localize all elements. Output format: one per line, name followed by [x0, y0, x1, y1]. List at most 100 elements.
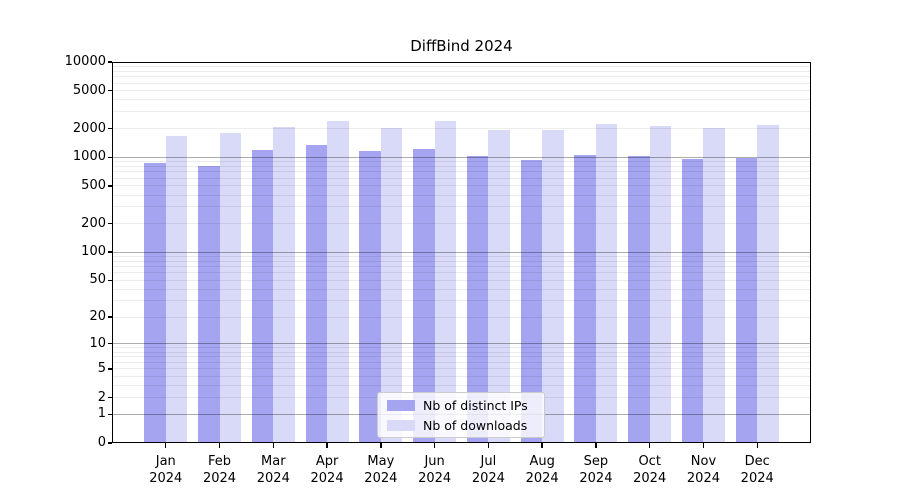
gridline-major [113, 343, 810, 345]
bar-distinct-ips-feb [198, 166, 220, 443]
x-axis-tick [487, 443, 490, 448]
legend-item-distinct-ips: Nb of distinct IPs [386, 397, 536, 413]
bar-downloads-nov [703, 127, 725, 443]
gridline-minor [113, 266, 810, 268]
gridline-minor [113, 260, 810, 262]
gridline-minor [113, 375, 810, 377]
x-axis-label-year: 2024 [471, 470, 505, 486]
gridline-minor [113, 316, 810, 318]
x-axis-label: May 2024 [339, 454, 423, 487]
y-axis-tick-label: 50 [89, 272, 106, 288]
y-axis-tick [107, 185, 112, 187]
gridline-minor [113, 347, 810, 349]
bar-downloads-sep [595, 124, 618, 443]
y-axis-tick [107, 279, 112, 282]
x-axis-tick [272, 443, 274, 448]
gridline-minor [113, 279, 810, 281]
gridline-minor [113, 82, 810, 84]
y-axis-tick-label: 20 [89, 309, 106, 325]
y-axis-tick-label: 5 [97, 360, 106, 376]
x-axis-label: Jan 2024 [124, 454, 208, 487]
x-axis-label: Aug 2024 [500, 454, 584, 487]
legend-swatch-downloads [387, 419, 415, 431]
bar-downloads-oct [649, 125, 672, 443]
gridline-minor [113, 368, 810, 370]
y-axis-tick-label: 0 [97, 435, 106, 450]
x-axis-tick [595, 443, 597, 448]
bar-downloads-jun [434, 120, 457, 443]
y-axis-tick-label: 5000 [72, 82, 106, 98]
bar-downloads-apr [327, 121, 349, 443]
legend-label-distinct-ips: Nb of distinct IPs [423, 397, 528, 413]
y-axis-tick-label: 200 [81, 215, 106, 231]
x-axis-label: Jul 2024 [446, 454, 530, 487]
bar-downloads-jan [165, 136, 188, 443]
x-axis-label-year: 2024 [418, 470, 452, 486]
y-axis-tick [107, 413, 112, 416]
y-axis-tick-label: 10 [89, 335, 106, 351]
gridline-minor [113, 385, 810, 387]
x-axis-label-year: 2024 [256, 470, 290, 486]
x-axis-label: Oct 2024 [608, 454, 692, 487]
bar-downloads-may [380, 128, 403, 443]
bar-distinct-ips-sep [574, 155, 596, 443]
bar-distinct-ips-mar [251, 149, 274, 443]
bar-distinct-ips-jan [144, 163, 166, 443]
x-axis-tick [541, 443, 543, 448]
y-axis-tick [107, 127, 112, 130]
gridline-minor [113, 111, 810, 113]
legend-swatch-distinct-ips [387, 399, 415, 411]
bar-downloads-feb [219, 133, 242, 443]
y-axis-tick [107, 251, 112, 253]
gridline-major [113, 156, 810, 158]
gridline-major [113, 251, 810, 253]
x-axis-tick [648, 443, 651, 448]
gridline-minor [113, 185, 810, 187]
gridline-minor [113, 165, 810, 167]
chart-title: DiffBind 2024 [410, 37, 513, 55]
y-axis-tick [107, 316, 112, 318]
x-axis-label: Sep 2024 [554, 454, 638, 487]
x-axis-tick [218, 443, 221, 448]
gridline-minor [113, 194, 810, 196]
y-axis-tick [107, 222, 112, 225]
bar-distinct-ips-oct [628, 155, 650, 443]
bar-downloads-dec [757, 124, 779, 443]
x-axis-label-year: 2024 [310, 470, 344, 486]
x-axis-label-year: 2024 [364, 470, 398, 486]
x-axis-label: Nov 2024 [661, 454, 745, 487]
gridline-minor [113, 288, 810, 290]
gridline-minor [113, 65, 810, 67]
x-axis-tick [380, 443, 382, 448]
x-axis-label: Apr 2024 [285, 454, 369, 487]
bar-distinct-ips-jul [466, 155, 489, 443]
gridline-minor [113, 223, 810, 225]
bar-distinct-ips-may [359, 150, 381, 443]
gridline-minor [113, 351, 810, 353]
gridline-minor [113, 272, 810, 274]
y-axis-tick [107, 61, 112, 63]
y-axis-tick-label: 1 [97, 406, 106, 422]
x-axis-label-year: 2024 [202, 470, 237, 486]
legend-item-downloads: Nb of downloads [386, 417, 536, 433]
x-axis-label-year: 2024 [579, 470, 613, 486]
gridline-minor [113, 356, 810, 358]
gridline-minor [113, 128, 810, 130]
gridline-minor [113, 362, 810, 363]
gridline-minor [113, 90, 810, 92]
gridline-minor [113, 70, 810, 72]
y-axis-tick-label: 2000 [72, 120, 106, 136]
x-axis-label: Jun 2024 [393, 454, 477, 487]
gridline-minor [113, 76, 810, 78]
gridline-minor [113, 255, 810, 257]
bar-distinct-ips-dec [735, 157, 758, 443]
gridline-minor [113, 99, 810, 101]
x-axis-tick [165, 443, 167, 448]
y-axis-tick-label: 1000 [72, 149, 106, 165]
y-axis-tick [107, 156, 112, 158]
legend: Nb of distinct IPs Nb of downloads [377, 392, 545, 438]
